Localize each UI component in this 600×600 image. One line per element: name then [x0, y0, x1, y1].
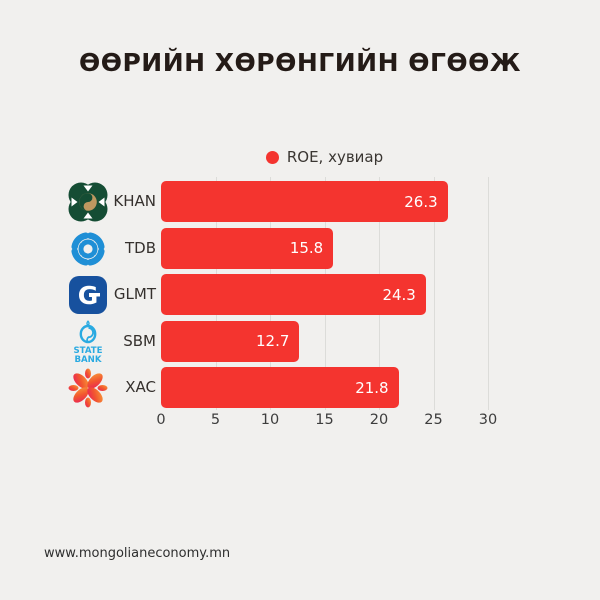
- x-tick-label: 20: [369, 412, 389, 428]
- tdb-bank-icon: [66, 227, 110, 271]
- roe-bar: 26.3: [161, 181, 448, 222]
- x-tick-label: 10: [260, 412, 280, 428]
- gridline: [488, 177, 489, 410]
- bar-value-label: 24.3: [382, 285, 416, 304]
- roe-bar: 24.3: [161, 274, 426, 315]
- bar-value-label: 26.3: [404, 192, 438, 211]
- state-bank-icon: STATE BANK: [66, 319, 110, 364]
- bank-label: KHAN: [113, 192, 156, 210]
- x-tick-label: 5: [210, 412, 221, 428]
- gridline: [433, 177, 435, 410]
- bar-value-label: 21.8: [355, 378, 389, 397]
- roe-bar: 12.7: [161, 320, 300, 362]
- chart-legend: ROE, хувиар: [161, 148, 488, 166]
- bank-label: TDB: [124, 238, 156, 257]
- roe-bar: 21.8: [161, 367, 399, 408]
- chart-row: G GLMT 24.3: [0, 274, 600, 315]
- chart-row: STATE BANK SBM 12.7: [0, 319, 600, 364]
- x-tick-label: 15: [315, 412, 334, 428]
- chart-row: TDB 15.8: [0, 227, 600, 271]
- roe-bar: 15.8: [161, 227, 334, 269]
- bank-label: GLMT: [113, 285, 156, 303]
- bar-value-label: 12.7: [256, 332, 290, 350]
- bar-value-label: 15.8: [289, 239, 324, 257]
- xac-bank-icon: [66, 366, 110, 410]
- bank-label: SBM: [123, 331, 156, 350]
- x-axis: 0 5 10 15 20 25 30: [156, 412, 545, 432]
- svg-text:G: G: [78, 281, 99, 310]
- source-website: www.mongolianeconomy.mn: [44, 546, 231, 561]
- chart-row: XAC 21.8: [0, 367, 600, 408]
- x-tick-label: 0: [156, 412, 166, 428]
- svg-text:STATE: STATE: [73, 346, 102, 356]
- chart-row: KHAN 26.3: [0, 181, 600, 222]
- khan-bank-icon: [66, 180, 110, 224]
- legend-marker-icon: [265, 150, 279, 164]
- golomt-bank-icon: G: [66, 273, 110, 317]
- x-tick-label: 25: [424, 412, 443, 428]
- x-tick-label: 30: [478, 412, 498, 428]
- legend-label: ROE, хувиар: [286, 148, 384, 166]
- svg-text:BANK: BANK: [74, 355, 101, 364]
- bank-label: XAC: [125, 378, 156, 396]
- page-title: ӨӨРИЙН ХӨРӨНГИЙН ӨГӨӨЖ: [78, 48, 522, 77]
